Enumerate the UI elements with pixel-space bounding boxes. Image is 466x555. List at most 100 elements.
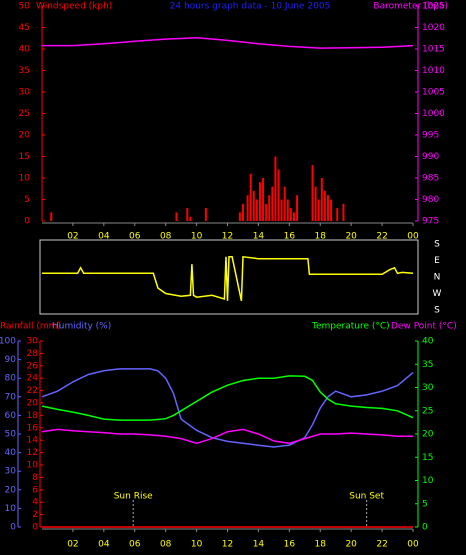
y-tick-label: 60	[5, 411, 17, 421]
y-tick-label: 1005	[422, 88, 445, 98]
series-line	[41, 375, 414, 421]
y-tick-label: 1015	[422, 45, 445, 55]
y-tick-label: 25	[19, 109, 30, 119]
y-tick-label: 16	[27, 423, 39, 433]
y-tick-label: 22	[27, 386, 38, 396]
annotation: Sun Set	[349, 492, 384, 502]
annotation: Sun Rise	[114, 492, 153, 502]
y-tick-label: 1000	[422, 109, 445, 119]
bar	[189, 216, 192, 221]
x-tick-label: 06	[129, 232, 141, 242]
series-line	[42, 255, 414, 301]
series-label: Humidity (%)	[52, 322, 111, 332]
x-tick-label: 22	[376, 232, 387, 242]
y-tick-label: 40	[5, 448, 17, 458]
y-tick-label: 24	[27, 374, 39, 384]
x-tick-label: 16	[284, 540, 296, 550]
y-tick-label: 6	[32, 485, 38, 495]
bar	[314, 186, 317, 221]
y-tick-label: 2	[32, 510, 38, 520]
x-tick-label: 06	[129, 540, 141, 550]
bar	[277, 169, 280, 221]
y-tick-label: 90	[5, 355, 17, 365]
y-tick-label: 5	[422, 499, 428, 509]
x-tick-label: 02	[67, 540, 78, 550]
y-tick-label: 10	[422, 476, 434, 486]
y-tick-label: 30	[27, 337, 39, 347]
bar	[289, 208, 292, 221]
x-tick-label: 10	[191, 232, 203, 242]
x-tick-label: 04	[98, 540, 110, 550]
y-tick-label: 30	[422, 383, 434, 393]
y-tick-label: 70	[5, 392, 17, 402]
y-tick-label: 28	[27, 349, 39, 359]
y-tick-label: 0	[10, 523, 16, 533]
x-tick-label: 08	[160, 540, 172, 550]
y-tick-label: 985	[422, 174, 439, 184]
bar	[271, 186, 274, 221]
y-tick-label: S	[434, 240, 440, 250]
x-tick-label: 14	[253, 540, 265, 550]
y-tick-label: 0	[24, 217, 30, 227]
y-tick-label: 35	[422, 360, 433, 370]
bar	[238, 212, 241, 221]
y-tick-label: 100	[0, 337, 16, 347]
bar	[255, 199, 258, 221]
y-tick-label: 5	[24, 195, 30, 205]
x-tick-label: 02	[67, 232, 78, 242]
y-tick-label: 20	[19, 131, 31, 141]
bar	[311, 165, 314, 221]
y-tick-label: 50	[19, 2, 31, 12]
bar	[323, 190, 326, 221]
bar	[286, 199, 289, 221]
y-tick-label: 25	[422, 406, 433, 416]
bar	[280, 199, 283, 221]
bar	[249, 173, 252, 221]
bar	[336, 208, 339, 221]
x-tick-label: 18	[315, 540, 327, 550]
y-tick-label: 40	[19, 45, 31, 55]
y-tick-label: 26	[27, 361, 39, 371]
bar	[246, 195, 249, 221]
x-tick-label: 22	[376, 540, 387, 550]
bar	[283, 186, 286, 221]
y-tick-label: 8	[32, 473, 38, 483]
bar	[186, 208, 189, 221]
x-tick-label: 00	[407, 540, 419, 550]
series-label: Temperature (°C)	[311, 322, 390, 332]
bar	[330, 199, 333, 221]
y-tick-label: 40	[422, 337, 434, 347]
x-tick-label: 12	[222, 232, 233, 242]
y-tick-label: 30	[5, 467, 17, 477]
x-tick-label: 20	[345, 540, 357, 550]
y-tick-label: 45	[19, 23, 30, 33]
bar	[274, 156, 277, 221]
y-tick-label: S	[434, 306, 440, 316]
y-tick-label: 980	[422, 195, 439, 205]
y-tick-label: W	[433, 289, 442, 299]
bar	[292, 212, 295, 221]
x-tick-label: 00	[407, 232, 419, 242]
bar	[204, 208, 207, 221]
x-tick-label: 12	[222, 540, 233, 550]
y-tick-label: 80	[5, 374, 17, 384]
x-tick-label: 16	[284, 232, 296, 242]
x-tick-label: 14	[253, 232, 265, 242]
x-tick-label: 08	[160, 232, 172, 242]
y-tick-label: 10	[19, 174, 31, 184]
y-tick-label: 1025	[422, 2, 445, 12]
series-label: Dew Point (°C)	[391, 322, 457, 332]
y-tick-label: 35	[19, 66, 30, 76]
series-label: Barometer (hpa)	[373, 2, 448, 12]
y-tick-label: 15	[422, 453, 433, 463]
y-tick-label: 30	[19, 88, 31, 98]
bar	[175, 212, 178, 221]
bar	[342, 203, 345, 221]
y-tick-label: 975	[422, 217, 439, 227]
bar	[258, 182, 261, 221]
bar	[262, 178, 265, 221]
y-tick-label: 12	[27, 448, 38, 458]
chart-title: 24 hours graph data - 10 June 2005	[170, 2, 331, 12]
